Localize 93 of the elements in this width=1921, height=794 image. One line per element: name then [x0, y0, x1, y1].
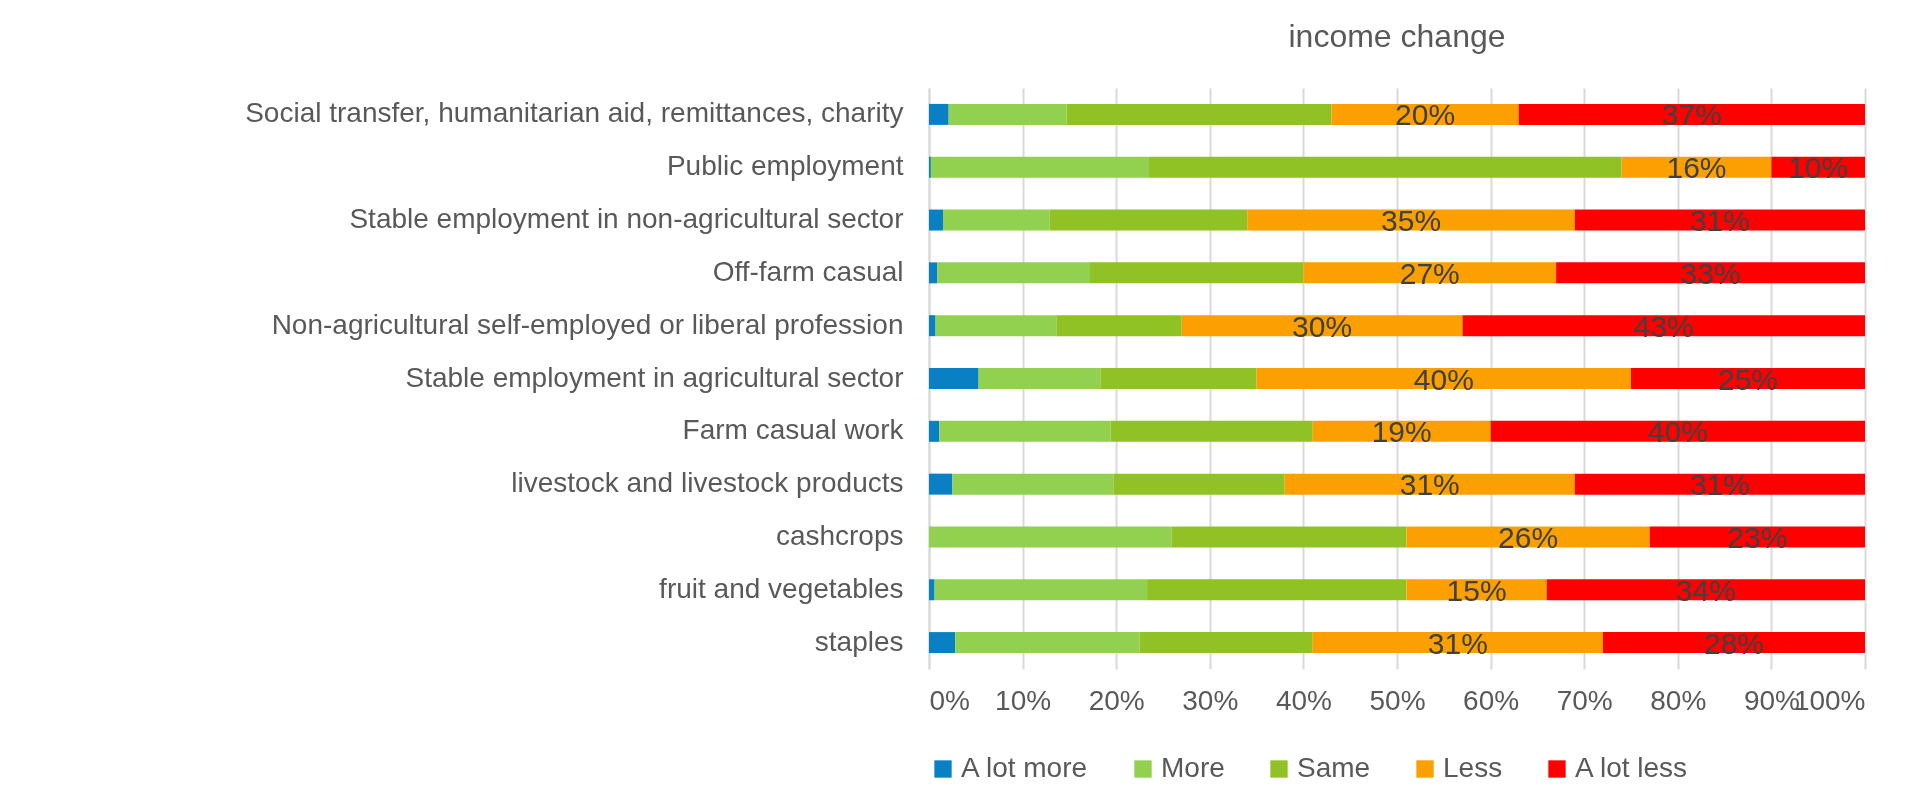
data-label: 40%	[1647, 415, 1708, 449]
data-label: 31%	[1689, 468, 1750, 502]
x-tick-label: 30%	[1182, 684, 1239, 716]
x-tick-label: 50%	[1369, 684, 1426, 716]
legend-label: A lot less	[1575, 752, 1688, 783]
bar	[1546, 579, 1865, 601]
bar	[1171, 526, 1407, 548]
bar	[952, 473, 1114, 495]
data-label: 37%	[1661, 98, 1722, 132]
bar	[934, 579, 1148, 601]
data-label: 16%	[1666, 151, 1727, 185]
bar	[1049, 209, 1248, 231]
legend-label: Same	[1297, 752, 1371, 783]
data-label: 31%	[1689, 204, 1750, 238]
bar	[930, 156, 1149, 178]
y-tick-label: Farm casual work	[682, 414, 905, 446]
data-label: 26%	[1498, 520, 1559, 554]
bar	[1556, 262, 1865, 284]
bar	[929, 632, 956, 654]
y-tick-label: Stable employment in agricultural sector	[405, 361, 904, 393]
bar	[929, 473, 953, 495]
data-label: 19%	[1371, 415, 1432, 449]
y-tick-label: fruit and vegetables	[659, 572, 904, 604]
x-tick-label: 70%	[1556, 684, 1613, 716]
bar	[929, 209, 944, 231]
data-label: 10%	[1788, 151, 1849, 185]
bar	[937, 262, 1090, 284]
data-label: 27%	[1399, 256, 1460, 290]
bar	[955, 632, 1140, 654]
data-label: 31%	[1427, 626, 1488, 660]
x-tick-label: 60%	[1463, 684, 1520, 716]
data-label: 30%	[1292, 309, 1353, 343]
chart-title: income change	[1288, 18, 1506, 54]
bar	[1518, 103, 1865, 125]
bar	[935, 315, 1057, 337]
bar	[1181, 315, 1463, 337]
bar	[1139, 632, 1313, 654]
y-tick-label: Social transfer, humanitarian aid, remittances, charity	[245, 97, 904, 129]
bar	[929, 315, 936, 337]
bar	[1110, 420, 1313, 442]
y-tick-label: cashcrops	[775, 519, 904, 551]
legend-label: Less	[1443, 752, 1503, 783]
y-tick-label: Off-farm casual	[712, 255, 904, 287]
bar	[978, 368, 1101, 389]
bar	[1602, 632, 1865, 654]
x-tick-label: 40%	[1275, 684, 1332, 716]
y-tick-label: livestock and livestock products	[511, 467, 904, 499]
bar	[929, 103, 949, 125]
bar	[1066, 103, 1332, 125]
data-label: 40%	[1413, 362, 1474, 396]
bar	[1312, 632, 1603, 654]
y-tick-label: Non-agricultural self-employed or liberal profession	[271, 308, 904, 340]
bar	[1089, 262, 1304, 284]
bar	[929, 262, 938, 284]
data-label: 23%	[1727, 520, 1788, 554]
x-tick-label: 10%	[995, 684, 1052, 716]
data-label: 34%	[1675, 573, 1736, 607]
data-label: 28%	[1703, 626, 1764, 660]
bar	[1574, 209, 1865, 231]
y-tick-label: staples	[814, 625, 904, 657]
bar	[943, 209, 1050, 231]
data-label: 33%	[1680, 256, 1741, 290]
legend-label: More	[1161, 752, 1225, 783]
bar	[1056, 315, 1182, 337]
bar	[1490, 420, 1865, 442]
bar	[929, 420, 940, 442]
data-label: 20%	[1395, 98, 1456, 132]
bar	[1147, 579, 1407, 601]
bar	[929, 579, 935, 601]
x-tick-label: 20%	[1088, 684, 1145, 716]
bar	[1100, 368, 1257, 389]
data-label: 25%	[1717, 362, 1779, 396]
bar	[929, 526, 1172, 548]
y-tick-label: Stable employment in non-agricultural sector	[349, 203, 904, 235]
bar	[1284, 473, 1575, 495]
bar	[1462, 315, 1865, 337]
legend-label: A lot more	[961, 752, 1088, 783]
y-tick-label: Public employment	[666, 150, 904, 182]
data-label: 31%	[1399, 468, 1460, 502]
data-label: 15%	[1446, 573, 1507, 607]
bar	[1113, 473, 1285, 495]
data-label: 43%	[1633, 309, 1694, 343]
bar	[1148, 156, 1622, 178]
bar	[1574, 473, 1865, 495]
bar	[1303, 262, 1557, 284]
bar	[1256, 368, 1631, 389]
bar	[929, 368, 979, 389]
x-tick-label: 80%	[1650, 684, 1707, 716]
bar	[939, 420, 1111, 442]
x-tick-label: 0%	[929, 684, 970, 716]
data-label: 35%	[1381, 204, 1442, 238]
bar	[948, 103, 1067, 125]
bar	[1247, 209, 1575, 231]
